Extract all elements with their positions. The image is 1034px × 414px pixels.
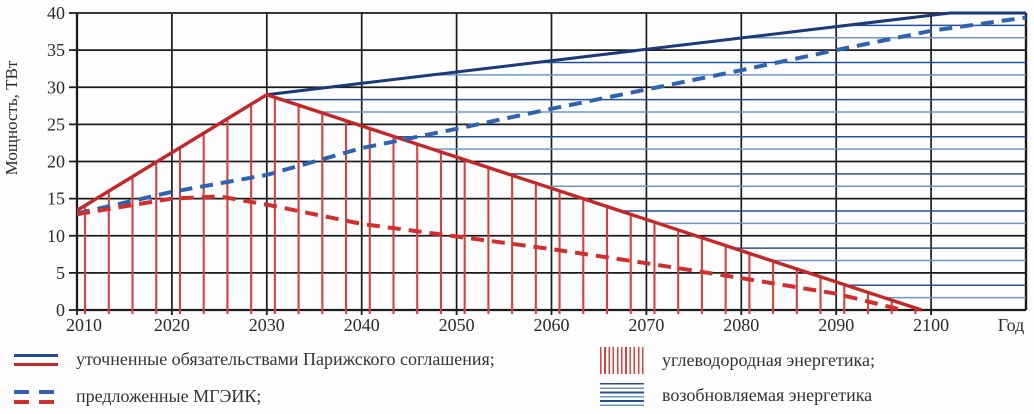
x-tick-label-2060: 2060 <box>534 315 570 335</box>
x-tick-label-2050: 2050 <box>439 315 475 335</box>
legend-label-ipcc: предложенные МГЭИК; <box>76 386 262 406</box>
blue-solid-line-swatch <box>14 353 58 357</box>
legend-label-paris-agreement: уточненные обязательствами Парижского со… <box>76 349 495 369</box>
x-tick-label-2070: 2070 <box>628 315 664 335</box>
plot-area: 0 5 10 15 20 25 30 35 40 2010 2020 2030 2040 2050 2060… <box>2 3 1028 335</box>
legend-label-hydrocarbon: углеводородная энергетика; <box>662 350 875 370</box>
series-line-3 <box>76 194 904 312</box>
x-tick-label-2020: 2020 <box>154 315 190 335</box>
vertical-hatch-swatch <box>600 347 644 374</box>
x-tick-label-2010: 2010 <box>66 315 102 335</box>
solid-lines-swatch <box>14 353 58 366</box>
x-axis-title: Год <box>998 315 1024 335</box>
y-tick-label-5: 5 <box>56 263 65 283</box>
x-tick-label-2100: 2100 <box>913 315 949 335</box>
y-tick-label-30: 30 <box>47 77 65 97</box>
legend-item-ipcc: предложенные МГЭИК; <box>14 386 261 407</box>
y-tick-label-40: 40 <box>47 3 65 23</box>
y-axis-title: Мощность, ТВт <box>2 60 21 175</box>
legend-item-paris-agreement: уточненные обязательствами Парижского со… <box>14 349 495 370</box>
y-tick-label-0: 0 <box>56 300 65 320</box>
red-solid-line-swatch <box>14 362 58 366</box>
legend-item-hydrocarbon: углеводородная энергетика; <box>600 347 875 374</box>
x-tick-label-2030: 2030 <box>249 315 285 335</box>
y-tick-label-20: 20 <box>47 152 65 172</box>
blue-dashed-line-swatch <box>14 389 54 394</box>
x-tick-label-2040: 2040 <box>344 315 380 335</box>
horizontal-hatch-swatch <box>600 383 644 407</box>
y-tick-label-10: 10 <box>47 226 65 246</box>
x-tick-label-2080: 2080 <box>723 315 759 335</box>
series-line-2 <box>76 15 1027 216</box>
y-tick-label-35: 35 <box>47 40 65 60</box>
y-tick-label-25: 25 <box>47 114 65 134</box>
legend-label-renewable: возобновляемая энергетика <box>662 384 873 405</box>
dashed-lines-swatch <box>14 389 58 404</box>
x-tick-label-2090: 2090 <box>818 315 854 335</box>
red-dashed-line-swatch <box>14 399 54 404</box>
legend-item-renewable: возобновляемая энергетика <box>600 383 872 407</box>
y-tick-label-15: 15 <box>47 189 65 209</box>
series-line-1 <box>76 92 923 312</box>
